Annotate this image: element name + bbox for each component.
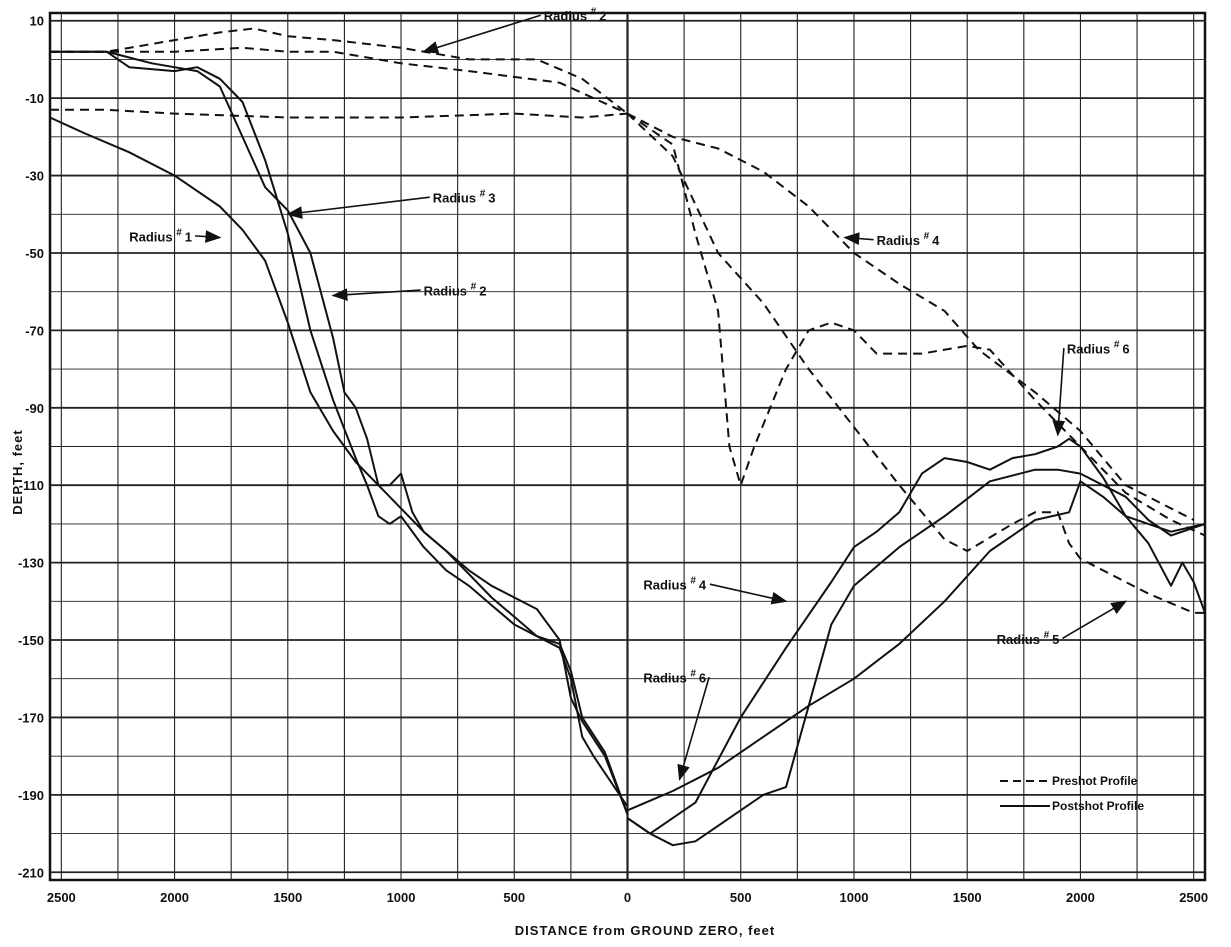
y-tick-label: -110 (19, 478, 44, 493)
annotation: Radius #1 (129, 227, 222, 244)
annotation-label: Radius #4 (643, 576, 707, 593)
y-tick-labels: 10 -10 -30 -50 -70 -90 -110 -130 -150 -170 -190 -21… (18, 14, 44, 881)
annotation: Radius #6 (643, 669, 710, 781)
y-tick-label: -30 (25, 169, 44, 184)
y-tick-label: -210 (18, 865, 44, 880)
y-tick-label: -70 (25, 323, 44, 338)
x-axis-label: DISTANCE from GROUND ZERO, feet (515, 923, 775, 938)
annotation-label: Radius #6 (643, 669, 706, 686)
x-tick-label: 500 (503, 890, 525, 905)
annotation-arrow (677, 676, 710, 781)
annotation-arrow (1062, 600, 1128, 640)
y-tick-label: -190 (18, 788, 44, 803)
y-tick-label: -130 (18, 556, 44, 571)
annotation-arrow (194, 230, 222, 243)
y-axis-label: DEPTH, feet (10, 429, 25, 514)
series-line (626, 468, 1206, 847)
y-tick-label: 10 (30, 14, 44, 29)
series-line (50, 46, 628, 115)
x-tick-label: 1000 (840, 890, 869, 905)
legend-label: Preshot Profile (1052, 774, 1138, 788)
series-line (627, 480, 1206, 812)
annotation-arrow (422, 14, 541, 54)
series-line (50, 50, 629, 815)
annotation-arrow (331, 288, 421, 302)
annotation-label: Radius #4 (877, 231, 941, 248)
x-tick-label: 2000 (160, 890, 189, 905)
x-tick-label: 1500 (273, 890, 302, 905)
y-tick-label: -170 (18, 710, 44, 725)
annotation-label: Radius #3 (433, 189, 496, 206)
x-tick-label: 1500 (953, 890, 982, 905)
annotation-arrow (1052, 348, 1066, 437)
x-tick-label: 0 (624, 890, 631, 905)
series-line (49, 116, 629, 815)
x-tick-labels: 2500 2000 1500 1000 500 0 500 1000 1500 2000 2500 (47, 890, 1208, 905)
annotation-label: Radius #2 (424, 282, 487, 299)
annotation: Radius #4 (643, 576, 788, 605)
y-tick-label: -150 (18, 633, 44, 648)
annotation-label: Radius #1 (129, 227, 192, 244)
legend: Preshot Profile Postshot Profile (1000, 774, 1144, 813)
series-line (50, 108, 628, 119)
x-tick-label: 2500 (47, 890, 76, 905)
legend-label: Postshot Profile (1052, 799, 1144, 813)
x-tick-label: 500 (730, 890, 752, 905)
series-lines (49, 27, 1206, 847)
series-line (50, 27, 629, 115)
annotation-label: Radius #6 (1067, 340, 1130, 357)
y-tick-label: -90 (25, 401, 44, 416)
series-line (626, 112, 1206, 537)
series-line (626, 437, 1206, 835)
series-line (626, 112, 1205, 614)
grid (48, 11, 1207, 882)
annotation-arrow (843, 232, 874, 245)
annotation-arrow (709, 583, 788, 605)
series-line (50, 50, 629, 808)
annotation: Radius #2 (331, 282, 487, 302)
x-tick-label: 2500 (1179, 890, 1208, 905)
x-tick-label: 1000 (387, 890, 416, 905)
y-tick-label: -50 (25, 246, 44, 261)
annotation-arrow (286, 196, 430, 219)
annotation-label: Radius #5 (997, 630, 1060, 647)
y-tick-label: -10 (25, 91, 44, 106)
annotation: Radius #4 (843, 231, 941, 248)
x-tick-label: 2000 (1066, 890, 1095, 905)
annotation: Radius #3 (286, 189, 496, 219)
